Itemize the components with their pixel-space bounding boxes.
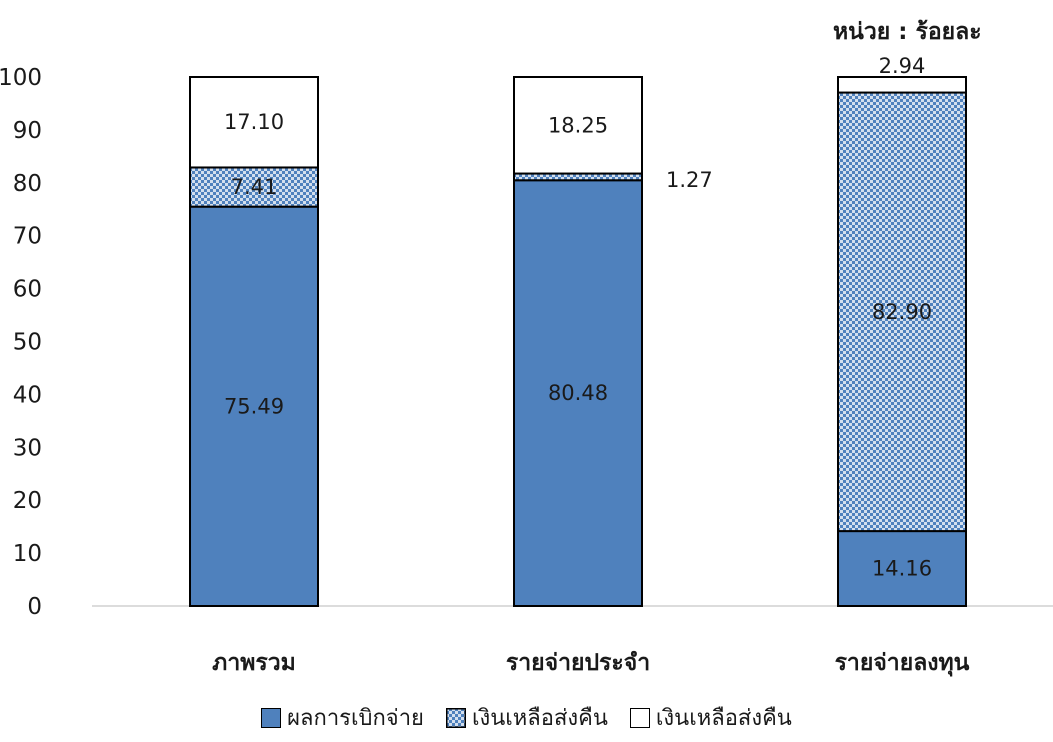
legend-item-disbursed: ผลการเบิกจ่าย	[261, 700, 424, 735]
bar-segment	[837, 91, 967, 533]
legend-item-returned-white: เงินเหลือส่งคืน	[629, 700, 792, 735]
bar-segment	[189, 205, 319, 607]
y-tick-label: 100	[0, 65, 42, 91]
bar-segment	[189, 76, 319, 169]
legend-swatch-pattern	[445, 707, 466, 728]
legend-swatch-solid	[261, 707, 282, 728]
data-label: 14.16	[872, 557, 932, 581]
y-tick-label: 10	[13, 541, 42, 567]
legend: ผลการเบิกจ่าย เงินเหลือส่งคืน เงินเหลือส…	[0, 700, 1053, 735]
data-label: 17.10	[224, 110, 284, 134]
data-label: 18.25	[548, 113, 608, 137]
y-tick-label: 30	[13, 435, 42, 461]
legend-swatch-white	[629, 707, 650, 728]
data-label: 2.94	[879, 54, 926, 78]
data-label: 7.41	[231, 175, 278, 199]
x-category-label: รายจ่ายประจำ	[506, 650, 650, 676]
y-tick-label: 60	[13, 277, 42, 303]
bar-segment	[189, 166, 319, 208]
legend-label: เงินเหลือส่งคืน	[471, 706, 608, 731]
y-tick-label: 0	[27, 594, 42, 620]
bar-segment	[837, 530, 967, 608]
unit-label: หน่วย : ร้อยละ	[833, 19, 982, 45]
bar-segment	[513, 76, 643, 175]
y-tick-label: 20	[13, 488, 42, 514]
data-label: 1.27	[666, 168, 713, 192]
bar-segment	[837, 76, 967, 94]
y-tick-label: 50	[13, 330, 42, 356]
data-label: 75.49	[224, 394, 284, 418]
bar-segment	[513, 172, 643, 182]
data-label: 82.90	[872, 300, 932, 324]
y-tick-label: 80	[13, 171, 42, 197]
x-category-label: รายจ่ายลงทุน	[835, 650, 970, 677]
y-tick-label: 70	[13, 224, 42, 250]
legend-item-returned-pattern: เงินเหลือส่งคืน	[445, 700, 608, 735]
y-tick-label: 40	[13, 382, 42, 408]
x-category-label: ภาพรวม	[212, 650, 296, 676]
data-label: 80.48	[548, 381, 608, 405]
legend-label: ผลการเบิกจ่าย	[287, 706, 424, 731]
legend-label: เงินเหลือส่งคืน	[655, 706, 792, 731]
bar-segment	[513, 179, 643, 607]
y-tick-label: 90	[13, 118, 42, 144]
